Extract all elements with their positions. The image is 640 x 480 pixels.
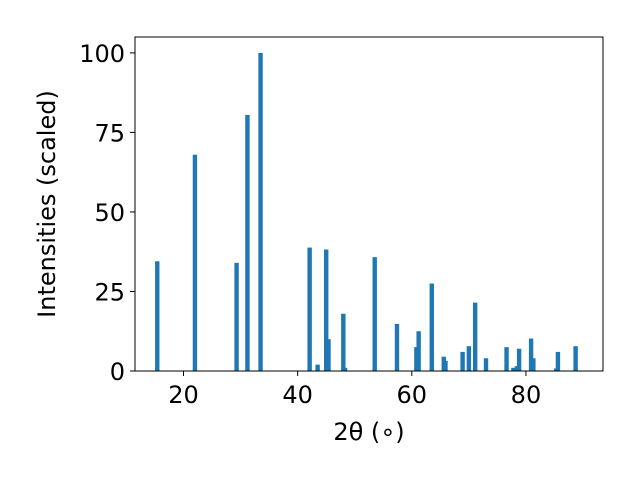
- plot-frame: [134, 36, 604, 372]
- bar: [315, 364, 320, 371]
- bar: [394, 323, 400, 371]
- bar: [443, 360, 448, 371]
- bar: [511, 367, 516, 371]
- y-axis-label: Intensities (scaled): [33, 90, 61, 318]
- bar: [258, 52, 263, 372]
- bar: [414, 347, 419, 371]
- x-axis-label: 2θ (∘): [333, 418, 404, 446]
- bar: [324, 249, 329, 371]
- bar: [573, 346, 578, 371]
- bar: [516, 348, 522, 371]
- bar: [326, 339, 331, 371]
- bar: [460, 351, 465, 371]
- y-tick-label: 75: [94, 119, 125, 147]
- bar: [155, 261, 160, 371]
- bar: [416, 331, 421, 371]
- x-axis-ticks: 20 40 60 80: [168, 371, 541, 409]
- bar: [514, 366, 520, 371]
- x-tick-label: 80: [511, 381, 542, 409]
- bar: [192, 154, 198, 371]
- x-tick-label: 40: [282, 381, 313, 409]
- bar: [528, 338, 534, 371]
- y-tick-label: 0: [110, 358, 125, 386]
- bar: [234, 262, 239, 371]
- x-tick-label: 60: [397, 381, 428, 409]
- bar: [341, 313, 346, 371]
- bars: [155, 52, 578, 372]
- bar: [372, 257, 377, 371]
- bar: [342, 367, 348, 371]
- y-tick-label: 25: [94, 278, 125, 306]
- bar: [555, 351, 561, 371]
- bar: [504, 347, 509, 371]
- bar: [472, 302, 478, 371]
- bar: [307, 247, 312, 371]
- bar: [466, 346, 472, 371]
- y-tick-label: 50: [94, 199, 125, 227]
- x-tick-label: 20: [168, 381, 199, 409]
- y-tick-label: 100: [79, 40, 125, 68]
- y-axis-ticks: 0 25 50 75 100: [79, 40, 135, 386]
- bar: [429, 283, 434, 371]
- bar: [245, 114, 250, 372]
- bar: [531, 358, 536, 371]
- bar: [483, 358, 489, 371]
